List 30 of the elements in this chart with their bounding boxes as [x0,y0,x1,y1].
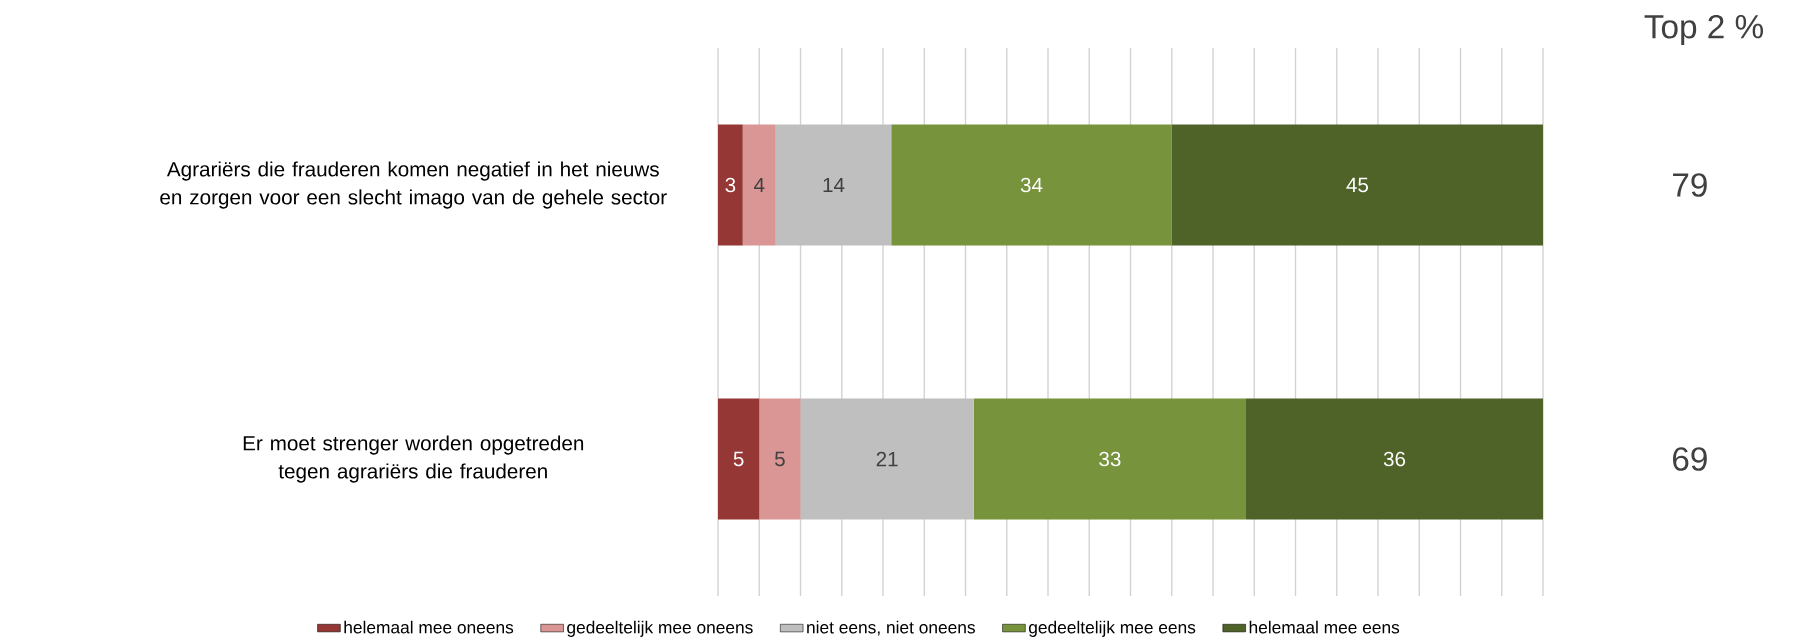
y-tick-label: Agrariërs die frauderen komen negatief in het nieuws en zorgen voor een slecht imago van de gehele sector [160,161,667,209]
data-label: 5 [774,451,785,467]
data-label: 21 [876,451,898,467]
data-label: 3 [725,177,736,193]
text: Top 2 % [1644,14,1764,46]
legend-label: gedeeltelijk mee eens [1028,620,1196,637]
bar [718,124,743,246]
bar [718,398,760,520]
legend-label: helemaal mee oneens [344,620,514,634]
data-label: 45 [1346,177,1369,193]
text: 69 [1673,447,1707,471]
bar [742,124,776,246]
legend-label: gedeeltelijk mee oneens [567,620,753,637]
text: 79 [1673,173,1707,197]
data-label: 4 [754,177,765,193]
bar [800,398,974,520]
bar [775,124,892,246]
y-tick-label: Er moet strenger worden opgetreden tegen agrariërs die frauderen [243,435,584,483]
data-label: 14 [823,177,845,193]
bar [759,398,801,520]
bar [973,398,1247,520]
legend-label: helemaal mee eens [1249,620,1400,634]
data-label: 33 [1099,451,1121,467]
bar [891,124,1172,246]
bar [1246,398,1544,520]
legend-label: niet eens, niet oneens [807,620,975,636]
bar [1171,124,1544,246]
data-label: 34 [1020,177,1043,193]
data-label: 5 [733,451,744,467]
data-label: 36 [1383,451,1406,467]
